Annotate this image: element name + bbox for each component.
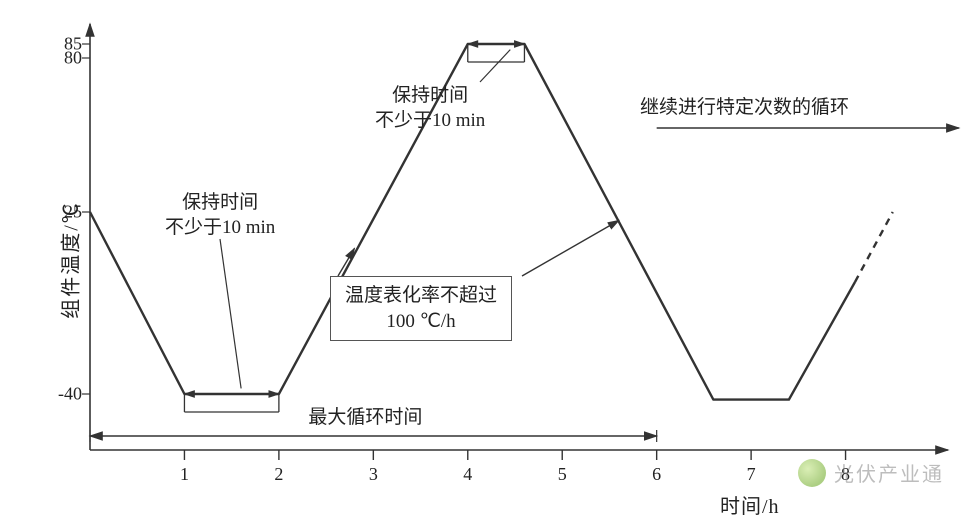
x-tick-label: 5 — [558, 464, 567, 485]
x-tick-label: 4 — [463, 464, 472, 485]
x-tick-label: 6 — [652, 464, 661, 485]
hold-high-annotation: 保持时间 不少于10 min — [375, 84, 485, 133]
wechat-icon — [798, 459, 826, 487]
y-tick-label: 85 — [50, 34, 82, 55]
max-cycle-label: 最大循环时间 — [308, 406, 422, 431]
x-tick-label: 1 — [180, 464, 189, 485]
x-axis-label: 时间/h — [720, 490, 780, 519]
x-tick-label: 2 — [274, 464, 283, 485]
hold-low-annotation: 保持时间 不少于10 min — [165, 191, 275, 240]
x-tick-label: 7 — [747, 464, 756, 485]
watermark: 光伏产业通 — [798, 458, 944, 487]
continue-cycle-label: 继续进行特定次数的循环 — [640, 96, 849, 121]
x-tick-label: 3 — [369, 464, 378, 485]
rate-change-box: 温度表化率不超过 100 ℃/h — [330, 276, 512, 341]
y-tick-label: 25 — [50, 202, 82, 223]
watermark-text: 光伏产业通 — [834, 458, 944, 487]
thermal-cycle-chart — [0, 0, 962, 519]
y-tick-label: -40 — [50, 384, 82, 405]
